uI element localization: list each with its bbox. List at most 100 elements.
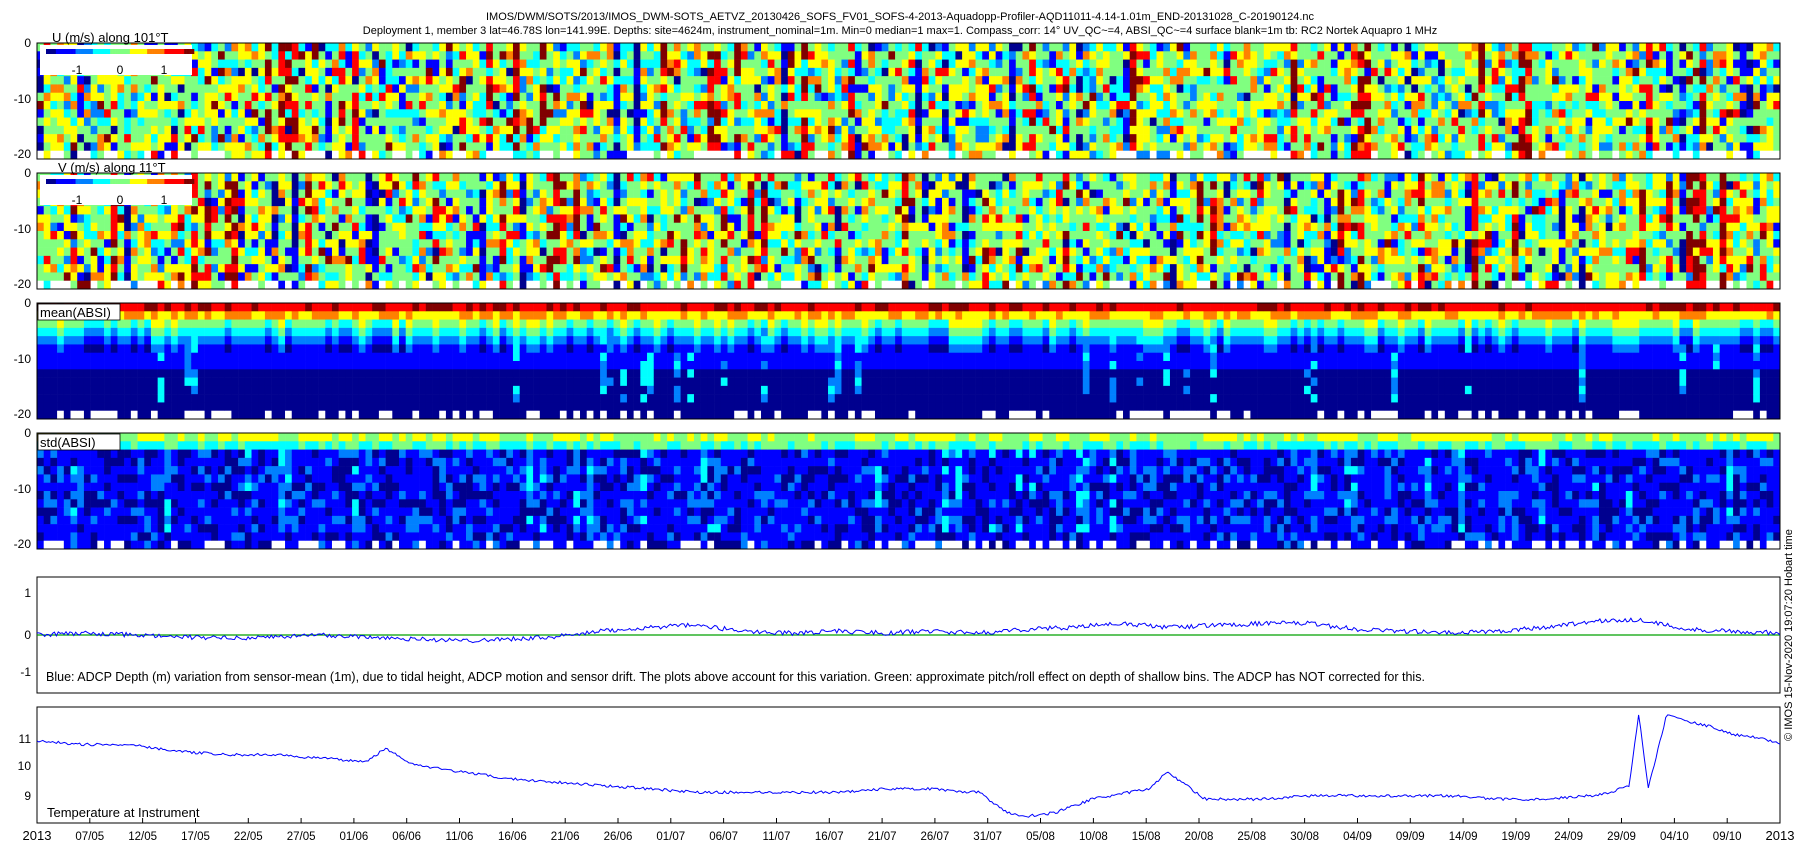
heatmap-cell xyxy=(1344,150,1352,160)
heatmap-cell xyxy=(573,189,581,199)
heatmap-cell xyxy=(754,117,762,127)
heatmap-cell xyxy=(1096,51,1104,60)
heatmap-cell xyxy=(171,92,179,102)
heatmap-cell xyxy=(412,264,420,273)
heatmap-cell xyxy=(1692,125,1700,135)
heatmap-cell xyxy=(727,117,735,127)
heatmap-cell xyxy=(539,239,547,248)
heatmap-cell xyxy=(1431,101,1439,110)
heatmap-cell xyxy=(687,76,695,85)
heatmap-cell xyxy=(1397,150,1405,160)
heatmap-cell xyxy=(908,101,916,110)
heatmap-cell xyxy=(204,67,212,77)
heatmap-cell xyxy=(412,181,420,190)
heatmap-cell xyxy=(1719,43,1727,52)
heatmap-cell xyxy=(673,51,681,60)
heatmap-cell xyxy=(566,255,574,265)
heatmap-cell xyxy=(921,59,929,69)
heatmap-cell xyxy=(814,125,822,135)
heatmap-cell xyxy=(157,272,165,282)
heatmap-cell xyxy=(211,222,219,232)
heatmap-cell xyxy=(452,214,460,224)
heatmap-cell xyxy=(1679,43,1687,52)
heatmap-cell xyxy=(1176,92,1184,102)
heatmap-cell xyxy=(1143,59,1151,69)
heatmap-cell xyxy=(613,239,621,248)
heatmap-cell xyxy=(452,231,460,240)
heatmap-cell xyxy=(318,51,326,60)
heatmap-cell xyxy=(1498,101,1506,110)
heatmap-cell xyxy=(1116,125,1124,135)
heatmap-cell xyxy=(251,214,259,224)
heatmap-cell xyxy=(553,150,561,160)
heatmap-cell xyxy=(412,189,420,199)
heatmap-cell xyxy=(593,84,601,94)
heatmap-cell xyxy=(640,76,648,85)
heatmap-cell xyxy=(204,150,212,160)
heatmap-cell xyxy=(1203,125,1211,135)
heatmap-cell xyxy=(1109,117,1117,127)
heatmap-cell xyxy=(781,109,789,118)
heatmap-cell xyxy=(908,84,916,94)
heatmap-cell xyxy=(1417,59,1425,69)
heatmap-cell xyxy=(707,76,715,85)
heatmap-cell xyxy=(1592,134,1600,143)
heatmap-cell xyxy=(640,214,648,224)
heatmap-cell xyxy=(211,231,219,240)
heatmap-cell xyxy=(1458,76,1466,85)
heatmap-cell xyxy=(43,76,51,85)
heatmap-cell xyxy=(1196,59,1204,69)
heatmap-cell xyxy=(365,280,373,290)
heatmap-cell xyxy=(439,125,447,135)
heatmap-cell xyxy=(533,206,541,215)
heatmap-cell xyxy=(747,67,755,77)
heatmap-cell xyxy=(1572,76,1580,85)
heatmap-cell xyxy=(512,142,520,152)
heatmap-cell xyxy=(1753,59,1761,69)
heatmap-cell xyxy=(130,222,138,232)
heatmap-cell xyxy=(492,272,500,282)
heatmap-cell xyxy=(1438,76,1446,85)
heatmap-cell xyxy=(70,214,78,224)
heatmap-cell xyxy=(97,109,105,118)
heatmap-cell xyxy=(1009,109,1017,118)
heatmap-cell xyxy=(1491,59,1499,69)
heatmap-cell xyxy=(667,92,675,102)
heatmap-cell xyxy=(1605,67,1613,77)
heatmap-cell xyxy=(110,247,118,257)
heatmap-cell xyxy=(1485,84,1493,94)
heatmap-cell xyxy=(506,272,514,282)
heatmap-cell xyxy=(466,173,474,182)
heatmap-cell xyxy=(600,206,608,215)
heatmap-cell xyxy=(506,280,514,290)
heatmap-cell xyxy=(278,173,286,182)
heatmap-cell xyxy=(1069,150,1077,160)
heatmap-cell xyxy=(472,173,480,182)
heatmap-cell xyxy=(358,206,366,215)
heatmap-cell xyxy=(1055,134,1063,143)
heatmap-cell xyxy=(43,255,51,265)
heatmap-cell xyxy=(77,142,85,152)
heatmap-cell xyxy=(258,214,266,224)
heatmap-cell xyxy=(1699,109,1707,118)
heatmap-cell xyxy=(211,189,219,199)
heatmap-cell xyxy=(1632,109,1640,118)
heatmap-cell xyxy=(1572,117,1580,127)
heatmap-cell xyxy=(1277,51,1285,60)
heatmap-cell xyxy=(1498,150,1506,160)
heatmap-cell xyxy=(1350,150,1358,160)
heatmap-cell xyxy=(472,109,480,118)
heatmap-cell xyxy=(331,173,339,182)
heatmap-cell xyxy=(539,142,547,152)
heatmap-cell xyxy=(90,142,98,152)
heatmap-cell xyxy=(1089,142,1097,152)
heatmap-cell xyxy=(1169,125,1177,135)
heatmap-cell xyxy=(1223,109,1231,118)
heatmap-cell xyxy=(177,150,185,160)
heatmap-cell xyxy=(425,134,433,143)
heatmap-cell xyxy=(1552,76,1560,85)
heatmap-cell xyxy=(1458,125,1466,135)
heatmap-cell xyxy=(1069,134,1077,143)
heatmap-cell xyxy=(895,51,903,60)
heatmap-cell xyxy=(988,92,996,102)
